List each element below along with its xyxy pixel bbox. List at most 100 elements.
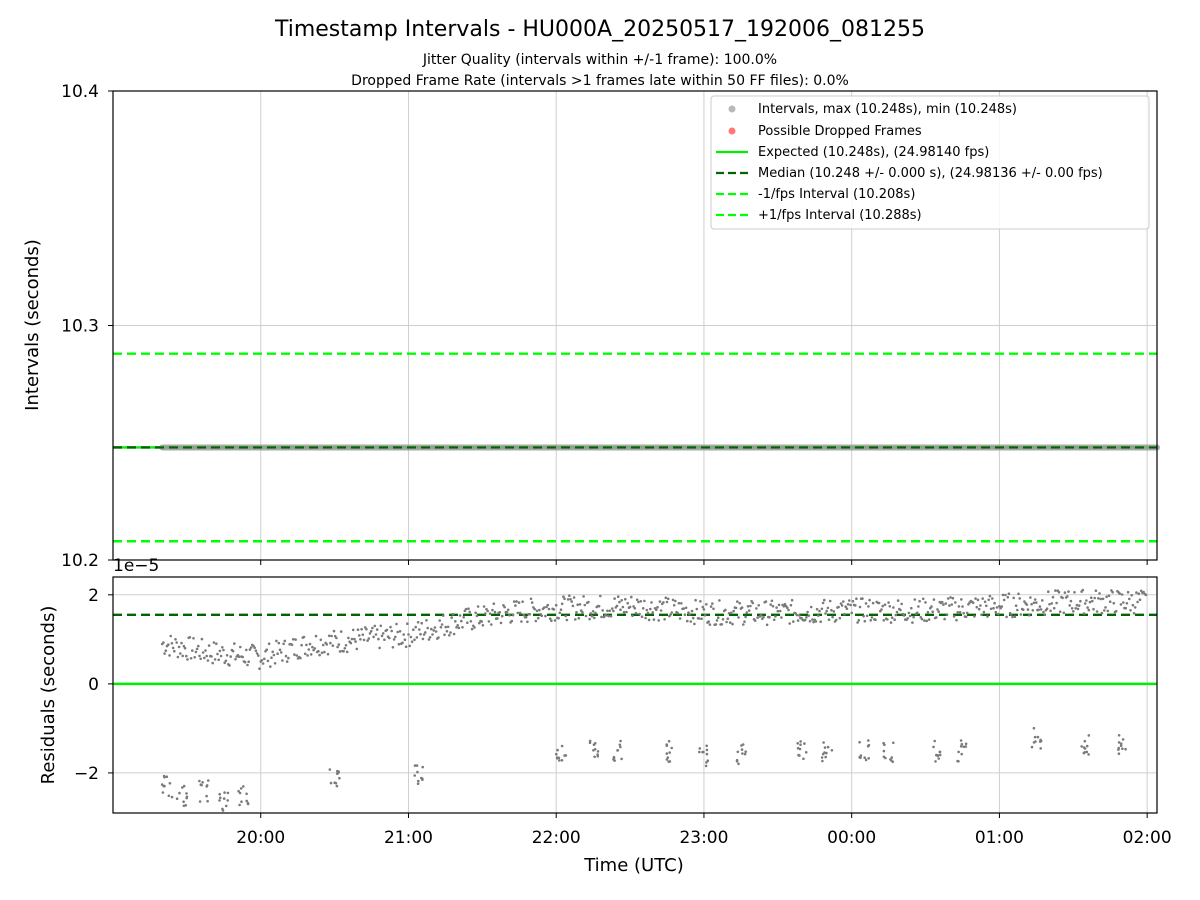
residual-point [272, 653, 276, 657]
residual-point [266, 659, 270, 663]
residual-point [241, 655, 244, 659]
residual-point [808, 620, 812, 623]
residual-point [478, 621, 481, 625]
residual-point [353, 637, 356, 641]
residual-point [1136, 600, 1139, 604]
residual-point [616, 749, 620, 752]
residual-point [167, 794, 171, 798]
residual-point [869, 619, 872, 622]
residual-point [325, 643, 329, 646]
residual-point [747, 609, 751, 612]
residual-point [1117, 734, 1121, 737]
residual-point [959, 739, 963, 742]
residual-point [890, 616, 894, 619]
residual-point [857, 619, 861, 622]
residual-point [178, 791, 181, 795]
residual-point [498, 611, 502, 614]
residual-point [398, 630, 402, 633]
residual-point [896, 599, 900, 602]
residual-point [593, 742, 597, 745]
residual-point [883, 603, 887, 606]
residual-point [596, 750, 600, 753]
residual-point [218, 799, 221, 802]
residual-point [613, 597, 616, 600]
residual-point [383, 638, 386, 641]
residual-point [961, 605, 964, 608]
residual-point [960, 752, 963, 756]
residual-point [1137, 592, 1141, 595]
residual-point [930, 605, 933, 608]
residual-point [803, 742, 806, 745]
residual-point [874, 618, 877, 621]
residual-point [951, 596, 955, 600]
residual-point [1006, 596, 1010, 599]
residual-point [464, 607, 468, 611]
residual-point [511, 613, 515, 617]
residual-point [819, 620, 822, 623]
residual-point [790, 598, 794, 602]
residual-point [499, 621, 503, 625]
residual-point [792, 620, 795, 623]
residual-point [1082, 751, 1086, 755]
residual-point [1041, 599, 1044, 602]
intervals-legend: Intervals, max (10.248s), min (10.248s) … [710, 95, 1150, 230]
residual-point [520, 620, 523, 623]
residual-point [666, 756, 670, 759]
residual-point [378, 646, 381, 650]
residual-point [548, 617, 552, 620]
residual-point [517, 601, 521, 604]
residual-point [1085, 750, 1089, 754]
residual-point [245, 792, 248, 796]
residual-point [1077, 604, 1081, 607]
chart-subtitle-dropped: Dropped Frame Rate (intervals >1 frames … [351, 73, 849, 89]
residual-point [185, 795, 189, 799]
residual-point [1038, 605, 1042, 608]
residual-point [1083, 739, 1087, 743]
residual-point [283, 639, 287, 643]
residual-point [200, 637, 204, 641]
residual-point [971, 601, 975, 605]
residual-point [307, 648, 311, 651]
residual-point [574, 618, 577, 621]
residual-point [1105, 595, 1108, 599]
residual-point [1119, 744, 1123, 747]
residual-point [568, 594, 571, 597]
residual-point [323, 650, 326, 654]
residual-point [1017, 592, 1020, 596]
residual-point [957, 605, 961, 608]
residual-point [946, 597, 950, 600]
legend-label-dropped: Possible Dropped Frames [758, 124, 922, 139]
residual-point [892, 741, 895, 745]
residuals-reference-lines [113, 613, 1157, 686]
x-tick-label: 21:00 [384, 828, 433, 848]
residual-point [496, 617, 499, 620]
residual-point [416, 621, 420, 624]
residual-point [728, 621, 732, 624]
residual-point [1072, 610, 1075, 613]
residual-point [223, 791, 226, 794]
residual-point [175, 641, 178, 644]
residual-point [1050, 602, 1054, 605]
residual-point [410, 640, 414, 643]
residual-point [375, 628, 379, 631]
residual-point [741, 752, 744, 755]
residual-point [1126, 590, 1130, 594]
residual-point [862, 614, 865, 618]
residual-point [1032, 726, 1036, 730]
residual-point [1073, 591, 1076, 594]
residual-point [768, 615, 771, 619]
residual-point [882, 741, 885, 745]
residual-point [962, 611, 965, 615]
residual-point [709, 605, 713, 608]
residual-point [350, 637, 354, 641]
residual-point [204, 649, 207, 652]
residual-point [169, 634, 172, 638]
residual-point [500, 614, 504, 618]
residual-point [863, 756, 866, 759]
residual-point [718, 599, 721, 602]
residual-point [188, 636, 192, 639]
residual-point [385, 628, 389, 632]
residual-point [798, 754, 801, 757]
residual-point [354, 640, 357, 643]
residuals-multiplier: 1e−5 [113, 556, 159, 576]
